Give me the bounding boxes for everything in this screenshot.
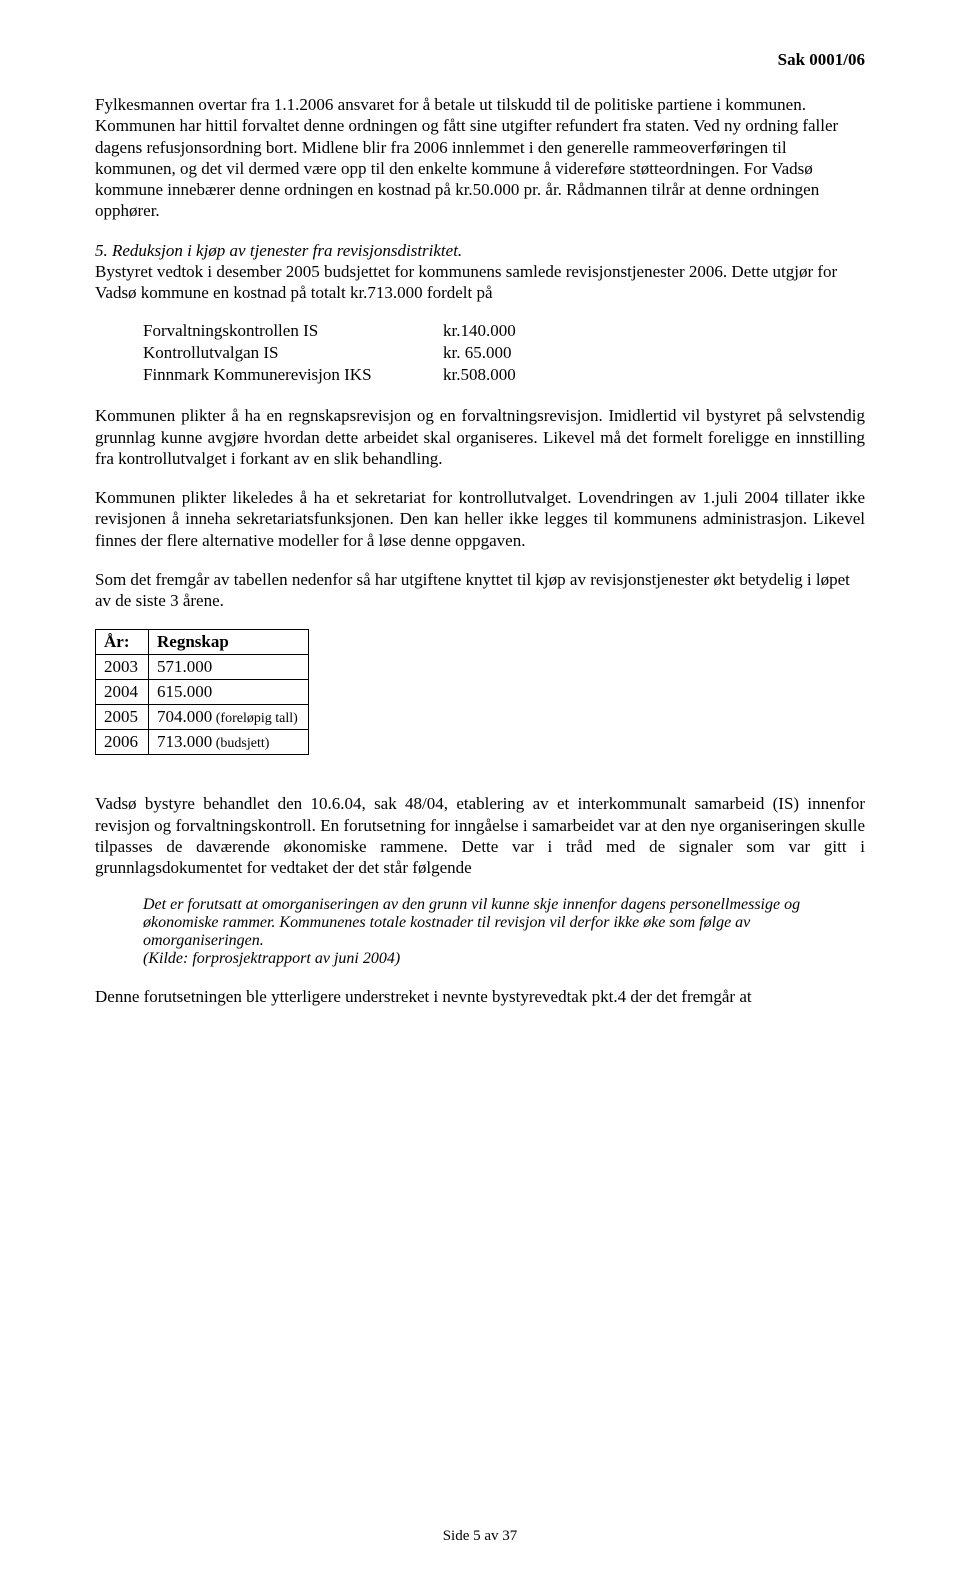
- cost-label: Finnmark Kommunerevisjon IKS: [143, 365, 443, 387]
- table-cell-year: 2006: [96, 730, 149, 755]
- table-row: 2003 571.000: [96, 655, 309, 680]
- paragraph-2-body: Bystyret vedtok i desember 2005 budsjett…: [95, 262, 837, 302]
- page-footer: Side 5 av 37: [0, 1528, 960, 1545]
- row-value: 713.000: [157, 732, 212, 751]
- table-cell-value: 615.000: [149, 680, 309, 705]
- table-cell-year: 2004: [96, 680, 149, 705]
- cost-label: Forvaltningskontrollen IS: [143, 321, 443, 343]
- quote-line-2: (Kilde: forprosjektrapport av juni 2004): [143, 950, 400, 967]
- table-cell-value: 704.000 (foreløpig tall): [149, 705, 309, 730]
- cost-list-table: Forvaltningskontrollen IS kr.140.000 Kon…: [143, 321, 526, 387]
- document-page: Sak 0001/06 Fylkesmannen overtar fra 1.1…: [0, 0, 960, 1585]
- table-header-row: År: Regnskap: [96, 630, 309, 655]
- quote-block: Det er forutsatt at omorganiseringen av …: [143, 896, 865, 968]
- table-row: 2004 615.000: [96, 680, 309, 705]
- quote-line-1: Det er forutsatt at omorganiseringen av …: [143, 896, 800, 949]
- table-header-regnskap: Regnskap: [149, 630, 309, 655]
- row-value: 571.000: [157, 657, 212, 676]
- paragraph-5: Som det fremgår av tabellen nedenfor så …: [95, 569, 865, 612]
- section-heading: 5. Reduksjon i kjøp av tjenester fra rev…: [95, 241, 462, 260]
- table-row: 2006 713.000 (budsjett): [96, 730, 309, 755]
- cost-row: Finnmark Kommunerevisjon IKS kr.508.000: [143, 365, 526, 387]
- regnskap-table: År: Regnskap 2003 571.000 2004 615.000 2…: [95, 629, 309, 755]
- cost-list: Forvaltningskontrollen IS kr.140.000 Kon…: [143, 321, 865, 387]
- cost-value: kr. 65.000: [443, 343, 526, 365]
- table-cell-value: 571.000: [149, 655, 309, 680]
- table-cell-year: 2005: [96, 705, 149, 730]
- table-cell-value: 713.000 (budsjett): [149, 730, 309, 755]
- row-note: (budsjett): [212, 736, 269, 751]
- table-row: 2005 704.000 (foreløpig tall): [96, 705, 309, 730]
- row-value: 615.000: [157, 682, 212, 701]
- paragraph-6: Vadsø bystyre behandlet den 10.6.04, sak…: [95, 793, 865, 878]
- table-cell-year: 2003: [96, 655, 149, 680]
- cost-row: Kontrollutvalgan IS kr. 65.000: [143, 343, 526, 365]
- row-note: (foreløpig tall): [212, 711, 298, 726]
- case-number-header: Sak 0001/06: [95, 50, 865, 70]
- table-header-year: År:: [96, 630, 149, 655]
- paragraph-7: Denne forutsetningen ble ytterligere und…: [95, 986, 865, 1007]
- paragraph-4: Kommunen plikter likeledes å ha et sekre…: [95, 487, 865, 551]
- paragraph-1: Fylkesmannen overtar fra 1.1.2006 ansvar…: [95, 94, 865, 222]
- paragraph-2: 5. Reduksjon i kjøp av tjenester fra rev…: [95, 240, 865, 304]
- cost-value: kr.140.000: [443, 321, 526, 343]
- cost-value: kr.508.000: [443, 365, 526, 387]
- cost-label: Kontrollutvalgan IS: [143, 343, 443, 365]
- paragraph-3: Kommunen plikter å ha en regnskapsrevisj…: [95, 405, 865, 469]
- row-value: 704.000: [157, 707, 212, 726]
- cost-row: Forvaltningskontrollen IS kr.140.000: [143, 321, 526, 343]
